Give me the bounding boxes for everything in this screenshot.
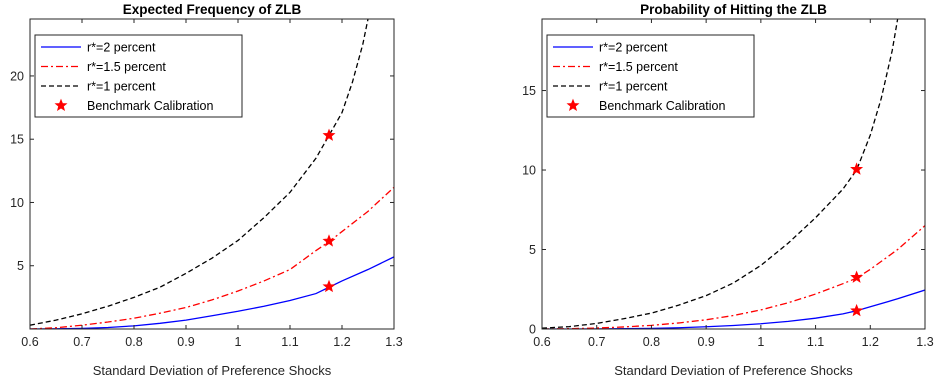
legend-label: r*=1.5 percent — [599, 60, 678, 74]
legend-item: Benchmark Calibration — [54, 98, 213, 113]
x-axis-label: Standard Deviation of Preference Shocks — [93, 363, 332, 378]
chart-title: Expected Frequency of ZLB — [123, 2, 302, 17]
benchmark-star-marker — [850, 162, 864, 175]
legend-label: r*=1 percent — [599, 80, 668, 94]
x-tick-label: 1.1 — [807, 335, 824, 349]
x-tick-label: 1.3 — [916, 335, 933, 349]
legend-label: r*=2 percent — [599, 41, 668, 55]
y-tick-label: 10 — [522, 164, 536, 178]
x-tick-label: 1.1 — [281, 335, 298, 349]
x-tick-label: 0.7 — [73, 335, 90, 349]
benchmark-star-marker — [850, 303, 864, 317]
y-tick-label: 15 — [522, 84, 536, 98]
legend-label: Benchmark Calibration — [599, 99, 725, 113]
legend-star-icon — [54, 98, 68, 112]
x-tick-label: 0.8 — [125, 335, 142, 349]
legend-label: r*=1.5 percent — [87, 60, 166, 74]
benchmark-star-marker — [322, 234, 336, 247]
x-tick-label: 1.2 — [333, 335, 350, 349]
chart-expected-frequency: Expected Frequency of ZLB 0.6 0.7 0.8 0.9 1 1.… — [10, 2, 403, 378]
x-tick-label: 0.8 — [643, 335, 660, 349]
series-line-0 — [30, 256, 394, 329]
legend-item: Benchmark Calibration — [566, 98, 725, 113]
legend-item: r*=2 percent — [553, 41, 668, 55]
benchmark-star-marker — [322, 128, 336, 141]
legend-item: r*=1 percent — [41, 80, 156, 94]
axes-box — [541, 18, 926, 330]
legend-item: r*=1.5 percent — [553, 60, 678, 74]
chart-probability-hitting: Probability of Hitting the ZLB 0.6 0.7 0.8 0… — [522, 2, 934, 378]
y-tick-label: 15 — [10, 133, 24, 147]
legend-label: r*=2 percent — [87, 41, 156, 55]
legend-star-icon — [566, 98, 580, 112]
x-tick-label: 1.3 — [385, 335, 402, 349]
benchmark-star-marker — [850, 270, 864, 283]
series-line-1 — [30, 186, 394, 329]
legend-label: Benchmark Calibration — [87, 99, 213, 113]
series-line-2 — [30, 19, 369, 326]
legend-item: r*=2 percent — [41, 41, 156, 55]
x-tick-label: 1 — [757, 335, 764, 349]
legend-item: r*=1 percent — [553, 80, 668, 94]
x-axis-label: Standard Deviation of Preference Shocks — [614, 363, 853, 378]
series-line-2 — [542, 19, 899, 329]
legend: r*=2 percent r*=1.5 percent r*=1 percent Be… — [546, 34, 755, 118]
legend-box — [34, 34, 243, 118]
x-tick-label: 1.2 — [862, 335, 879, 349]
y-tick-label: 10 — [10, 196, 24, 210]
series-line-1 — [542, 225, 925, 329]
y-tick-label: 20 — [10, 69, 24, 83]
legend-item: r*=1.5 percent — [41, 60, 166, 74]
legend-label: r*=1 percent — [87, 80, 156, 94]
x-tick-label: 0.9 — [177, 335, 194, 349]
chart-title: Probability of Hitting the ZLB — [640, 2, 827, 17]
axes-box — [29, 18, 395, 330]
y-tick-label: 5 — [529, 243, 536, 257]
x-tick-label: 0.6 — [21, 335, 38, 349]
x-tick-label: 1 — [235, 335, 242, 349]
y-tick-label: 0 — [529, 323, 536, 337]
legend-box — [546, 34, 755, 118]
y-tick-label: 5 — [17, 259, 24, 273]
legend: r*=2 percent r*=1.5 percent r*=1 percent Be… — [34, 34, 243, 118]
benchmark-star-marker — [322, 279, 336, 293]
x-tick-label: 0.7 — [588, 335, 605, 349]
x-tick-label: 0.9 — [697, 335, 714, 349]
x-tick-label: 0.6 — [533, 335, 550, 349]
